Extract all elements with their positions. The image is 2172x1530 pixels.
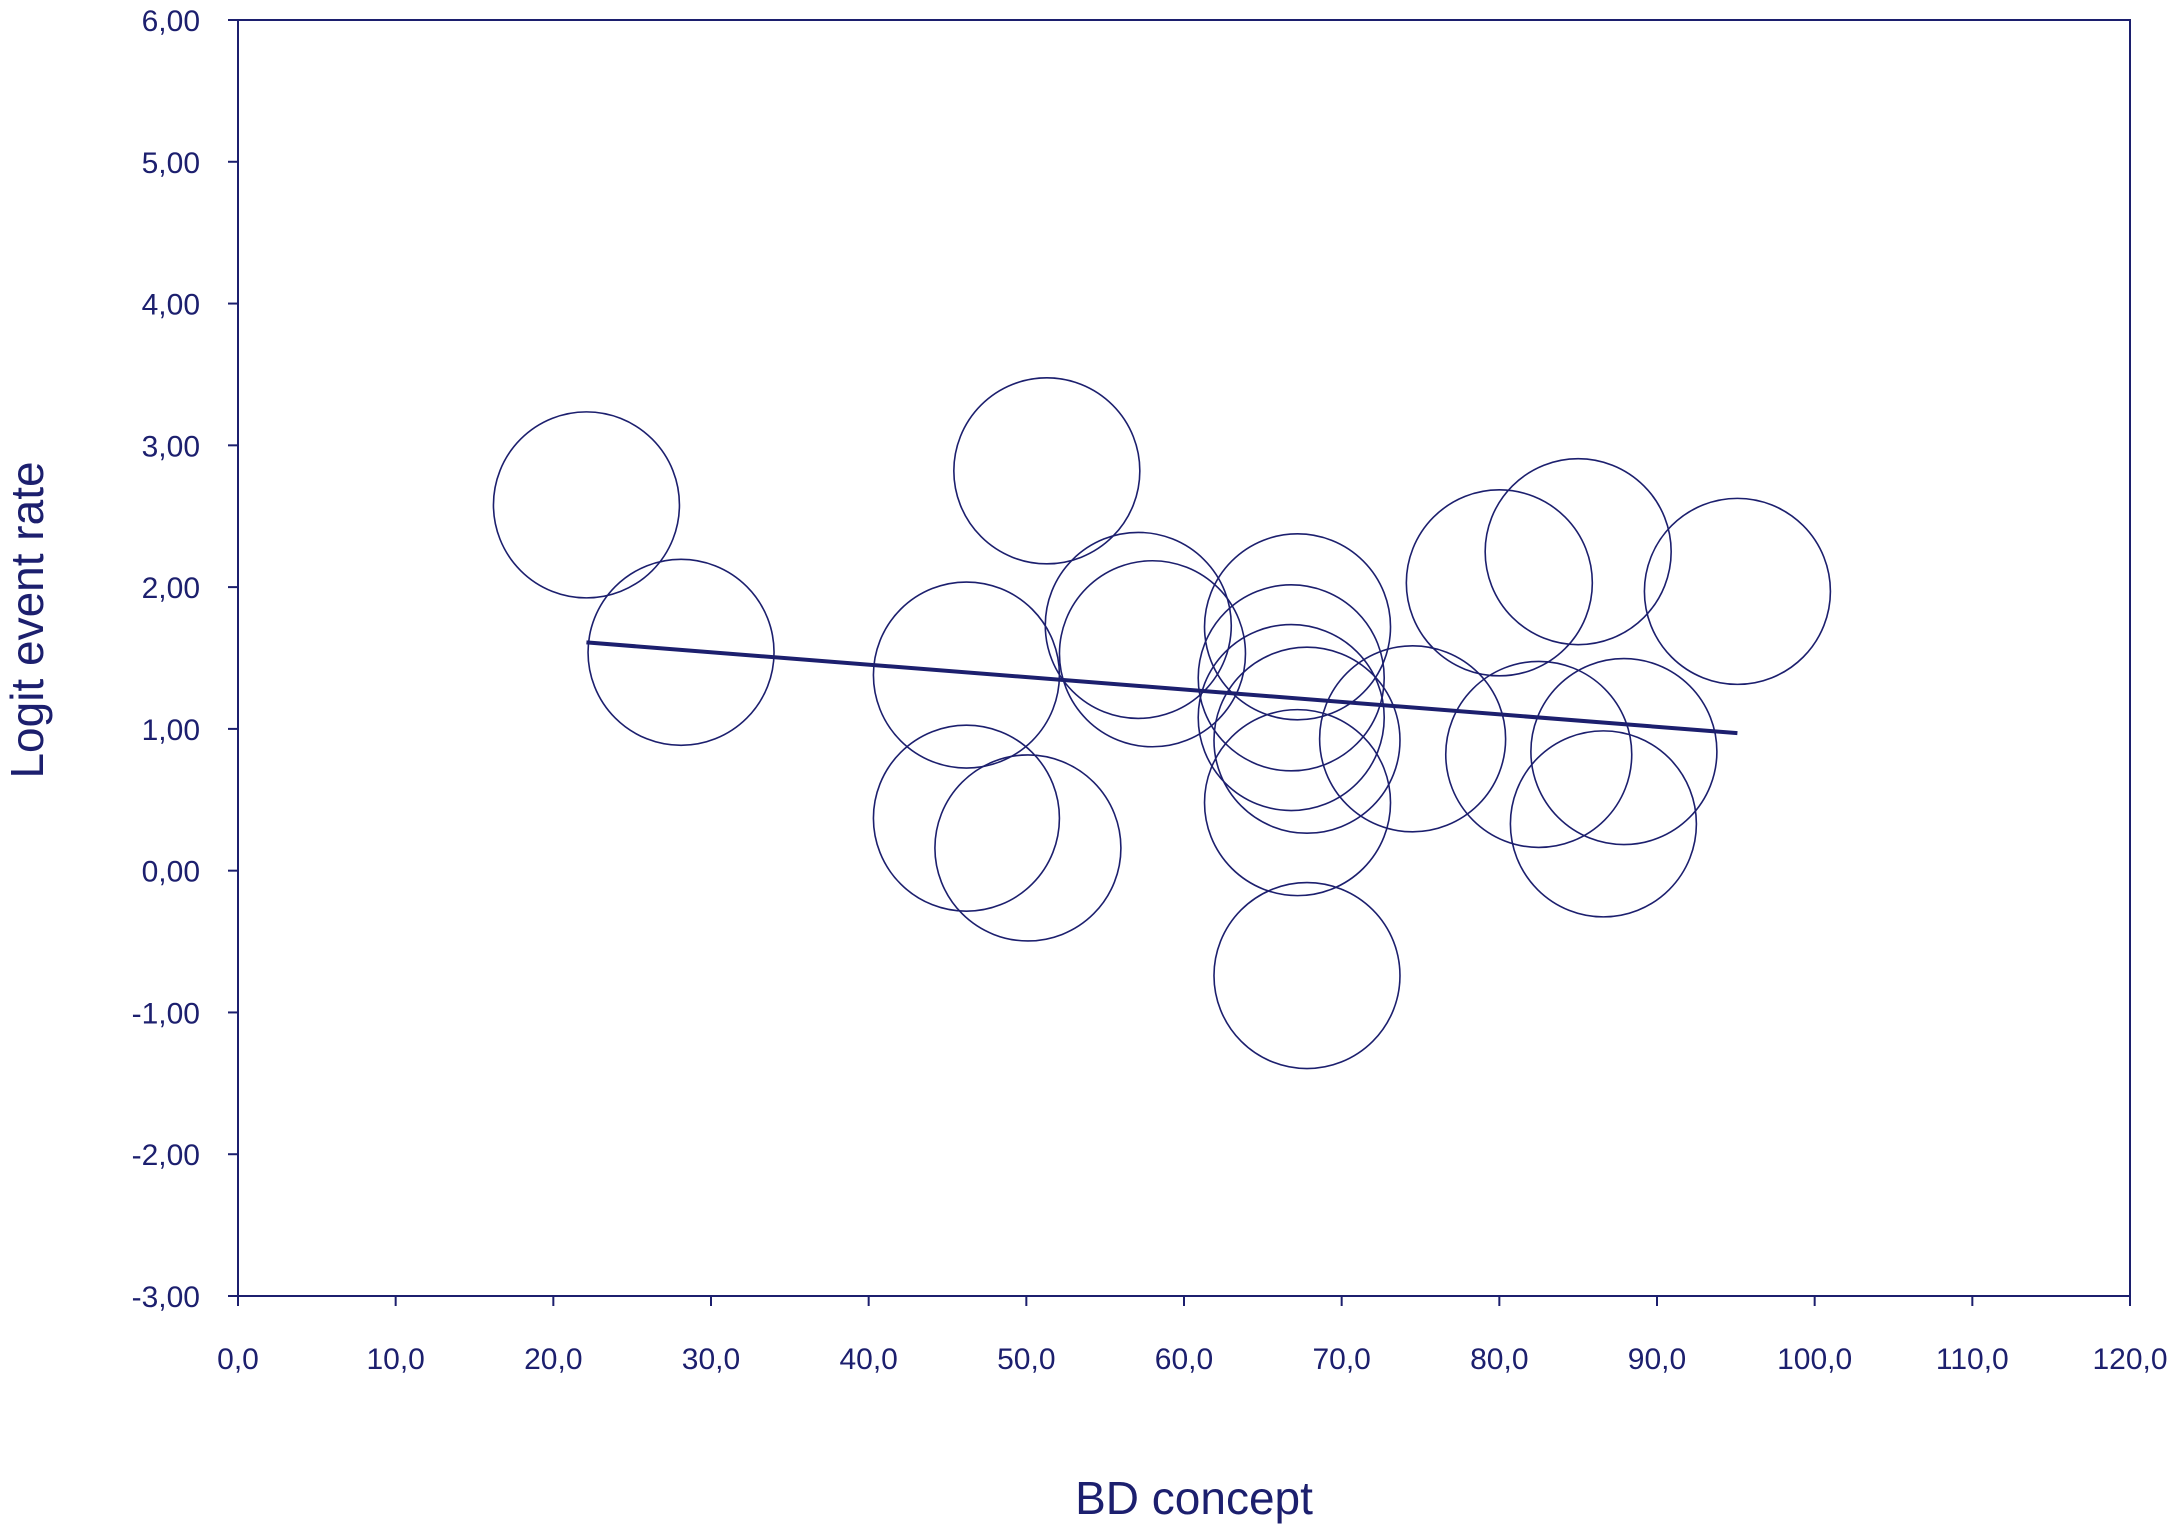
y-tick-label: 4,00	[142, 289, 200, 322]
data-points	[492, 377, 1832, 1070]
y-tick-label: -1,00	[132, 997, 200, 1030]
y-axis-ticks: -3,00 -2,00 -1,00 0,00 1,00 2,00 3,00 4,00 5,00 6…	[132, 5, 238, 1314]
x-tick-label: 50,0	[997, 1343, 1055, 1376]
x-tick-label: 0,0	[217, 1343, 259, 1376]
x-tick-label: 120,0	[2092, 1343, 2167, 1376]
data-point	[1318, 645, 1507, 833]
data-point	[1405, 489, 1594, 677]
data-point	[1197, 623, 1386, 812]
x-tick-label: 110,0	[1936, 1343, 2009, 1376]
data-point	[953, 377, 1141, 565]
data-point	[1058, 559, 1247, 748]
data-point	[1203, 708, 1392, 897]
data-point	[1530, 657, 1718, 846]
data-point	[1444, 660, 1633, 849]
plot-area	[237, 19, 2131, 1297]
x-tick-label: 30,0	[682, 1343, 740, 1376]
data-point	[587, 558, 775, 747]
y-tick-label: 0,00	[142, 856, 200, 889]
x-tick-label: 60,0	[1155, 1343, 1213, 1376]
data-point	[1044, 531, 1233, 720]
y-tick-label: 3,00	[142, 430, 200, 463]
y-tick-label: 1,00	[142, 714, 200, 747]
data-point	[872, 581, 1061, 769]
data-point	[872, 724, 1061, 913]
y-tick-label: 5,00	[142, 147, 200, 180]
x-tick-label: 10,0	[366, 1343, 424, 1376]
y-tick-label: -3,00	[132, 1281, 200, 1314]
data-point	[1197, 584, 1386, 772]
x-axis-ticks: 0,0 10,0 20,0 30,0 40,0 50,0 60,0 70,0 80,0 90,0 1…	[217, 1296, 2168, 1376]
x-tick-label: 20,0	[524, 1343, 582, 1376]
y-axis-title: Logit event rate	[1, 461, 53, 778]
x-tick-label: 90,0	[1628, 1343, 1686, 1376]
data-point	[492, 411, 681, 599]
regression-line	[586, 640, 1738, 736]
x-axis-title: BD concept	[1075, 1472, 1313, 1524]
x-tick-label: 100,0	[1777, 1343, 1852, 1376]
x-tick-label: 80,0	[1470, 1343, 1528, 1376]
data-point	[1213, 646, 1401, 835]
data-point	[1203, 533, 1392, 721]
data-point	[1643, 497, 1832, 686]
data-point	[934, 754, 1122, 942]
data-point	[1509, 730, 1698, 918]
x-tick-label: 40,0	[839, 1343, 897, 1376]
y-tick-label: 6,00	[142, 5, 200, 38]
x-tick-label: 70,0	[1312, 1343, 1370, 1376]
y-tick-label: 2,00	[142, 572, 200, 605]
data-point	[1213, 881, 1401, 1070]
y-tick-label: -2,00	[132, 1139, 200, 1172]
data-point	[1484, 457, 1672, 646]
